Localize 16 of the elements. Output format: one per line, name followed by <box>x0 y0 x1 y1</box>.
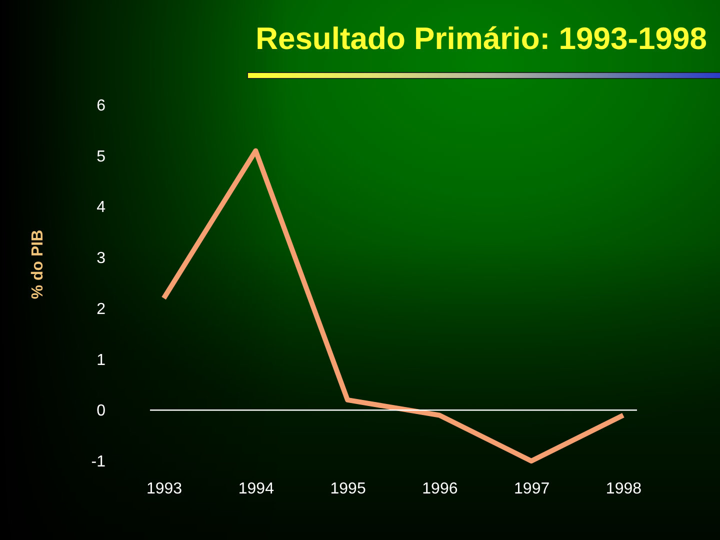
y-tick-label: 0 <box>96 402 106 420</box>
y-tick-label: 3 <box>96 250 106 268</box>
x-tick-label: 1995 <box>330 480 366 498</box>
y-tick-label: 4 <box>96 199 106 216</box>
y-axis-title: % do PIB <box>30 230 46 300</box>
chart-title: Resultado Primário: 1993-1998 <box>256 21 707 56</box>
x-tick-label: 1993 <box>146 480 182 498</box>
x-tick-label: 1997 <box>514 480 550 498</box>
x-tick-label: 1998 <box>606 480 642 498</box>
y-tick-label: -1 <box>91 454 106 470</box>
y-tick-label: 2 <box>96 300 106 318</box>
x-tick-label: 1994 <box>238 480 274 498</box>
y-tick-label: 1 <box>96 352 106 369</box>
y-tick-label: 5 <box>96 148 106 166</box>
y-tick-label: 6 <box>96 98 106 114</box>
x-tick-label: 1996 <box>422 480 458 498</box>
